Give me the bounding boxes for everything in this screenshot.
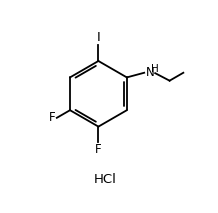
Text: F: F (48, 111, 55, 124)
Text: F: F (95, 143, 102, 156)
Text: I: I (97, 31, 100, 44)
Text: N: N (146, 66, 155, 79)
Text: HCl: HCl (93, 173, 116, 186)
Text: H: H (151, 64, 159, 74)
